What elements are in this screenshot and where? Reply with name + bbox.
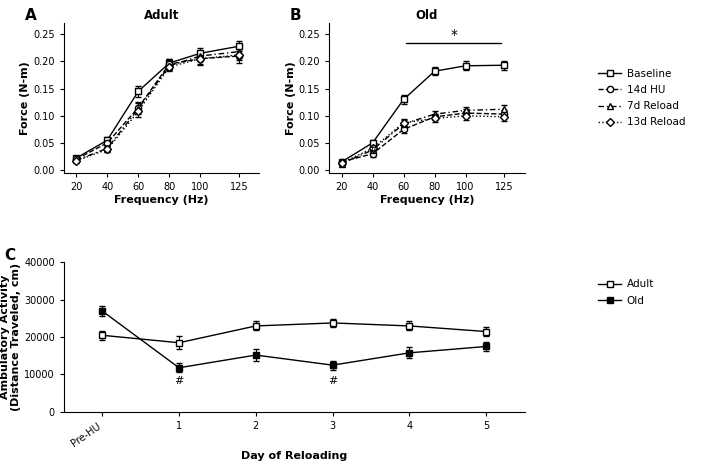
Legend: Baseline, 14d HU, 7d Reload, 13d Reload: Baseline, 14d HU, 7d Reload, 13d Reload [594, 65, 689, 132]
X-axis label: Frequency (Hz): Frequency (Hz) [379, 195, 474, 205]
Y-axis label: Force (N-m): Force (N-m) [21, 61, 30, 135]
Text: #: # [368, 145, 377, 155]
Legend: Adult, Old: Adult, Old [594, 275, 658, 310]
Text: A: A [25, 8, 36, 23]
Y-axis label: Ambulatory Activity
(Distance Traveled, cm): Ambulatory Activity (Distance Traveled, … [0, 263, 21, 411]
X-axis label: Day of Reloading: Day of Reloading [241, 451, 347, 461]
Title: Old: Old [415, 9, 438, 22]
Text: C: C [4, 248, 15, 263]
Y-axis label: Force (N-m): Force (N-m) [286, 61, 296, 135]
Text: B: B [290, 8, 301, 23]
X-axis label: Frequency (Hz): Frequency (Hz) [114, 195, 209, 205]
Text: *: * [450, 28, 457, 42]
Text: #: # [174, 376, 184, 387]
Title: Adult: Adult [144, 9, 179, 22]
Text: #: # [328, 376, 337, 387]
